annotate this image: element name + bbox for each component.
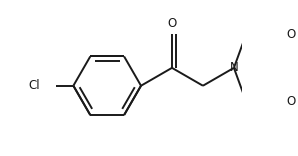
Text: Cl: Cl — [29, 79, 40, 92]
Text: O: O — [167, 17, 177, 30]
Text: O: O — [286, 95, 295, 108]
Text: O: O — [286, 28, 295, 41]
Text: N: N — [229, 61, 238, 74]
